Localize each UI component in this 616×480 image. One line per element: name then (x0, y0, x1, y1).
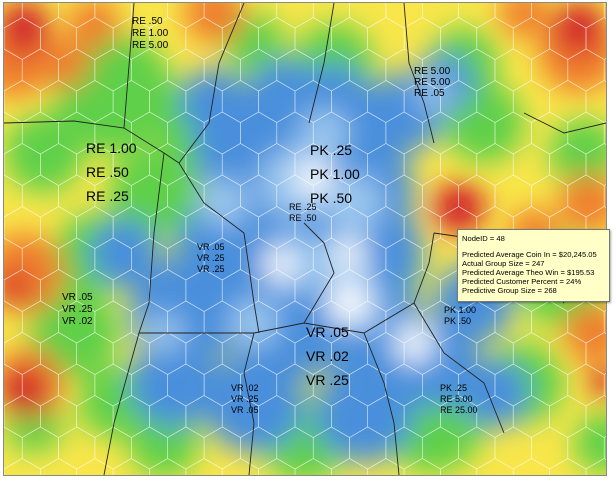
heat-region (296, 160, 332, 196)
heat-region (499, 3, 549, 38)
cluster-label: VR .25 (306, 372, 349, 388)
heat-region (229, 298, 279, 348)
hex-cell[interactable] (367, 458, 405, 476)
cluster-boundary (413, 302, 505, 434)
heat-region (4, 3, 50, 54)
hex-cell[interactable] (112, 458, 150, 476)
cluster-label: RE .50 (132, 16, 163, 27)
heat-region (299, 108, 349, 158)
cluster-label: VR .25 (197, 253, 225, 263)
cluster-label: PK 1.00 (444, 305, 477, 315)
cluster-label: RE .50 (86, 164, 129, 180)
cluster-label: PK .50 (444, 316, 472, 326)
cluster-label: VR .02 (231, 383, 259, 393)
cluster-boundary (103, 152, 165, 475)
hex-cell[interactable] (76, 458, 114, 476)
hex-cell[interactable] (4, 458, 41, 476)
heat-region (89, 218, 159, 288)
cluster-label: VR .05 (231, 405, 259, 415)
heat-region (574, 413, 606, 473)
som-heatmap[interactable]: RE .50 RE 1.00 RE 5.00 RE 5.00 RE 5.00 R… (3, 2, 607, 476)
cluster-label: VR .02 (306, 348, 349, 364)
tooltip-theo-win: Predicted Average Theo Win = $195.53 (462, 268, 595, 277)
cluster-label: RE 25.00 (440, 405, 478, 415)
cluster-boundary (308, 3, 335, 124)
cluster-boundary (303, 222, 335, 324)
hex-cell[interactable] (149, 458, 187, 476)
heat-region (69, 3, 119, 48)
hex-cell[interactable] (440, 458, 478, 476)
heat-region (553, 3, 605, 54)
hexagon-heatmap[interactable] (4, 3, 606, 475)
heat-region (334, 238, 364, 268)
hex-cell[interactable] (221, 458, 259, 476)
heat-region (549, 118, 606, 188)
heat-region (324, 173, 384, 233)
cluster-boundary (178, 162, 260, 334)
cluster-label: PK .50 (310, 190, 353, 206)
cluster-boundary (363, 332, 400, 475)
heat-region (4, 272, 30, 304)
cluster-label: VR .25 (62, 304, 93, 315)
cluster-label: RE .05 (414, 88, 445, 99)
tooltip-customer-pct: Predicted Customer Percent = 24% (462, 277, 582, 286)
cluster-boundary (243, 332, 255, 475)
hex-cell[interactable] (512, 458, 550, 476)
heat-region (329, 283, 369, 323)
hex-cell[interactable] (585, 458, 606, 476)
cluster-label: VR .02 (62, 316, 93, 327)
tooltip-coin-in: Predicted Average Coin In = $20,245.05 (462, 250, 597, 259)
tooltip-group-size: Actual Group Size = 247 (462, 259, 545, 268)
cluster-boundary (123, 3, 135, 129)
cluster-label: VR .25 (197, 264, 225, 274)
cluster-label: RE 1.00 (132, 28, 169, 39)
heat-region (559, 173, 606, 233)
cluster-label: VR .05 (306, 324, 349, 340)
cluster-label: RE 5.00 (414, 77, 451, 88)
heat-region (263, 249, 295, 281)
hex-cell[interactable] (40, 458, 77, 476)
cluster-label: RE 5.00 (132, 40, 169, 51)
heat-region (416, 75, 452, 111)
tooltip-predictive-group: Predictive Group Size = 268 (462, 286, 557, 295)
hex-cell[interactable] (476, 458, 514, 476)
hex-cell[interactable] (294, 458, 332, 476)
heat-region (249, 58, 319, 128)
hex-cell[interactable] (258, 458, 296, 476)
hex-cell[interactable] (549, 458, 587, 476)
cluster-boundary (178, 3, 245, 164)
heat-region (398, 327, 430, 359)
cluster-label: PK .25 (310, 142, 353, 158)
hex-cell[interactable] (185, 458, 223, 476)
cluster-label: RE 5.00 (440, 394, 473, 404)
cluster-label: RE 1.00 (86, 140, 137, 156)
cluster-label: RE .50 (289, 213, 317, 223)
heat-region (4, 113, 84, 193)
cluster-boundary (523, 112, 606, 134)
cluster-label: PK 1.00 (310, 166, 360, 182)
heat-region (314, 363, 414, 463)
heat-region (39, 38, 89, 88)
tooltip-node-id: NodeID = 48 (462, 234, 505, 243)
heat-region (4, 367, 48, 415)
heat-region (564, 303, 606, 363)
heat-region (109, 148, 199, 238)
heat-region (129, 338, 219, 428)
cluster-boundary (413, 232, 435, 304)
heat-region (199, 178, 249, 228)
cluster-label: RE 5.00 (414, 66, 451, 77)
cluster-label: VR .25 (231, 394, 259, 404)
cluster-label: VR .05 (197, 242, 225, 252)
cluster-label: PK .25 (440, 383, 468, 393)
cluster-boundary (403, 3, 435, 144)
heat-region (179, 68, 249, 138)
heat-region (433, 182, 485, 234)
heat-region (588, 367, 606, 399)
cluster-label: RE .25 (289, 202, 317, 212)
cluster-label: VR .05 (62, 292, 93, 303)
hex-cell[interactable] (403, 458, 441, 476)
cluster-label: RE .25 (86, 188, 129, 204)
hex-cell[interactable] (331, 458, 369, 476)
node-tooltip: NodeID = 48 Predicted Average Coin In = … (457, 229, 610, 302)
